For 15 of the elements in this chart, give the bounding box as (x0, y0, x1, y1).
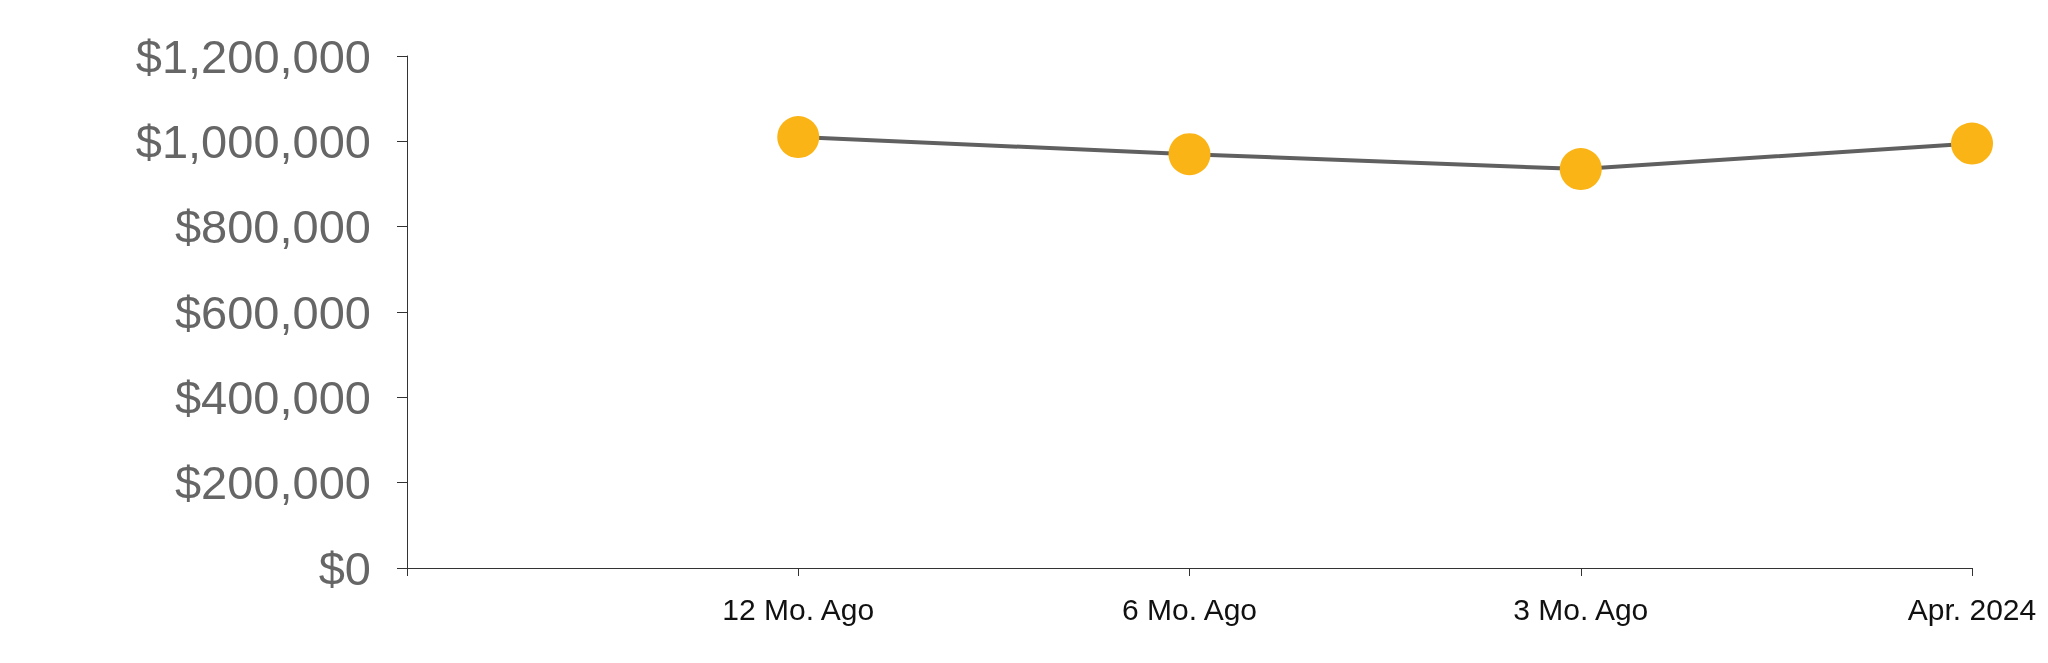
y-tick-label: $800,000 (174, 200, 371, 254)
x-tick-label: 6 Mo. Ago (1121, 592, 1258, 626)
point (777, 116, 820, 159)
point (1559, 148, 1602, 191)
point (1951, 122, 1993, 165)
x-tick-label: Apr. 2024 (1907, 592, 2037, 626)
y-tick-label: $200,000 (174, 456, 371, 510)
y-tick-label: $1,000,000 (135, 114, 371, 168)
y-tick-label: $0 (318, 541, 371, 595)
y-tick-label: $400,000 (174, 370, 371, 424)
point (1168, 133, 1211, 176)
x-tick-label: 12 Mo. Ago (722, 592, 875, 626)
y-tick-label: $1,200,000 (135, 29, 371, 83)
y-tick-label: $600,000 (174, 285, 371, 339)
x-tick-label: 3 Mo. Ago (1513, 592, 1649, 626)
